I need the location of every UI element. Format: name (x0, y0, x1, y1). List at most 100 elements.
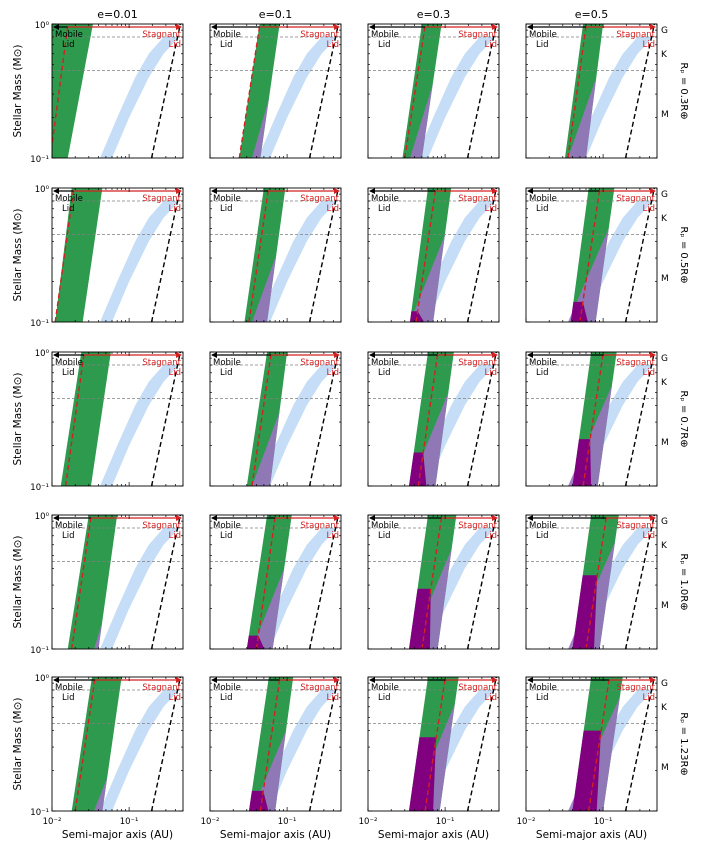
panel-plot-area (526, 677, 657, 811)
outer-boundary-line (150, 188, 182, 322)
lid-transition-line (579, 189, 601, 322)
planet-radius-label: Rₚ = 1.0R⊕ (678, 553, 689, 610)
outer-boundary-line (308, 515, 340, 649)
outer-boundary-line (624, 24, 656, 158)
panel-plot-area (210, 515, 341, 649)
outer-boundary-line (150, 352, 182, 486)
spectral-type-label: M (661, 763, 669, 773)
mobile-lid-arrowhead (369, 515, 375, 521)
lid-transition-line (582, 353, 604, 486)
planet-radius-label: Rₚ = 0.5R⊕ (678, 226, 689, 283)
stagnant-lid-label: Stagnant (300, 30, 339, 40)
mobile-lid-label: Lid (62, 368, 75, 378)
mobile-lid-arrowhead (527, 188, 533, 194)
x-tick-label: 10⁻² (359, 817, 378, 827)
panel-plot-area (52, 188, 183, 322)
column-title: e=0.5 (575, 8, 608, 21)
panel-plot-area (52, 515, 183, 649)
stagnant-lid-arrowhead (176, 677, 182, 683)
strong-overlap-region (246, 635, 265, 649)
stagnant-lid-arrowhead (334, 677, 340, 683)
lid-transition-line (585, 516, 607, 649)
stagnant-lid-arrowhead (176, 515, 182, 521)
mobile-lid-label: Mobile (213, 30, 241, 40)
habitable-zone-band (100, 689, 180, 811)
tidal-heating-band (409, 188, 452, 322)
stagnant-lid-arrowhead (334, 188, 340, 194)
strong-overlap-region (572, 575, 598, 649)
outer-boundary-line (466, 515, 498, 649)
stagnant-lid-arrowhead (176, 24, 182, 30)
stagnant-lid-label: Stagnant (616, 683, 655, 693)
overlap-region (252, 412, 280, 486)
y-axis-label: Stellar Mass (M⊙) (12, 536, 24, 629)
overlap-region (252, 568, 285, 649)
stagnant-lid-label: Stagnant (300, 683, 339, 693)
x-axis-label: Semi-major axis (AU) (220, 829, 331, 841)
outer-boundary-line (624, 352, 656, 486)
y-tick-label: 10⁻¹ (30, 155, 49, 165)
y-tick-label: 10⁰ (35, 512, 50, 522)
outer-boundary-line (466, 677, 498, 811)
column-title: e=0.1 (259, 8, 292, 21)
stagnant-lid-arrowhead (492, 188, 498, 194)
spectral-type-label: G (661, 190, 668, 200)
stagnant-lid-label: Stagnant (142, 194, 181, 204)
spectral-type-label: G (661, 679, 668, 689)
habitable-zone-band (574, 36, 654, 158)
stagnant-lid-arrowhead (650, 515, 656, 521)
lid-transition-line (567, 25, 587, 158)
y-axis-label: Stellar Mass (M⊙) (12, 209, 24, 302)
strong-overlap-region (408, 737, 437, 811)
panel-plot-area (526, 24, 657, 158)
mobile-lid-label: Lid (536, 368, 549, 378)
stagnant-lid-label: Lid (643, 531, 656, 541)
lid-transition-line (424, 678, 446, 811)
stagnant-lid-label: Lid (169, 204, 182, 214)
stagnant-lid-label: Lid (485, 368, 498, 378)
stagnant-lid-label: Lid (485, 40, 498, 50)
y-axis-label: Stellar Mass (M⊙) (12, 373, 24, 466)
habitable-zone-band (258, 200, 338, 322)
tidal-heating-band (402, 24, 442, 158)
habitable-zone-band (258, 527, 338, 649)
mobile-lid-label: Mobile (213, 521, 241, 531)
stagnant-lid-label: Stagnant (142, 358, 181, 368)
mobile-lid-label: Mobile (371, 30, 399, 40)
stagnant-lid-label: Stagnant (300, 358, 339, 368)
habitable-zone-band (100, 527, 180, 649)
mobile-lid-label: Lid (62, 693, 75, 703)
lid-transition-line (238, 25, 261, 158)
y-tick-label: 10⁻¹ (30, 483, 49, 493)
planet-radius-label: Rₚ = 1.23R⊕ (678, 712, 689, 776)
mobile-lid-arrowhead (527, 515, 533, 521)
mobile-lid-arrowhead (369, 677, 375, 683)
panel-plot-area (52, 24, 183, 158)
column-title: e=0.01 (97, 8, 137, 21)
strong-overlap-region (409, 311, 425, 322)
planet-radius-label: Rₚ = 0.3R⊕ (678, 62, 689, 119)
tidal-heating-band (52, 24, 93, 158)
stagnant-lid-label: Lid (485, 204, 498, 214)
mobile-lid-label: Lid (536, 531, 549, 541)
strong-overlap-region (408, 588, 431, 649)
spectral-type-label: K (661, 378, 668, 388)
mobile-lid-label: Mobile (529, 683, 557, 693)
panel-plot-area (368, 677, 499, 811)
panel-plot-area (526, 515, 657, 649)
stagnant-lid-label: Lid (327, 368, 340, 378)
outer-boundary-line (624, 188, 656, 322)
mobile-lid-arrowhead (369, 24, 375, 30)
stagnant-lid-label: Stagnant (458, 30, 497, 40)
panel-plot-area (368, 188, 499, 322)
strong-overlap-region (572, 439, 592, 486)
spectral-type-label: K (661, 541, 668, 551)
x-axis-label: Semi-major axis (AU) (536, 829, 647, 841)
x-tick-label: 10⁻² (517, 817, 536, 827)
y-axis-label: Stellar Mass (M⊙) (12, 698, 24, 791)
